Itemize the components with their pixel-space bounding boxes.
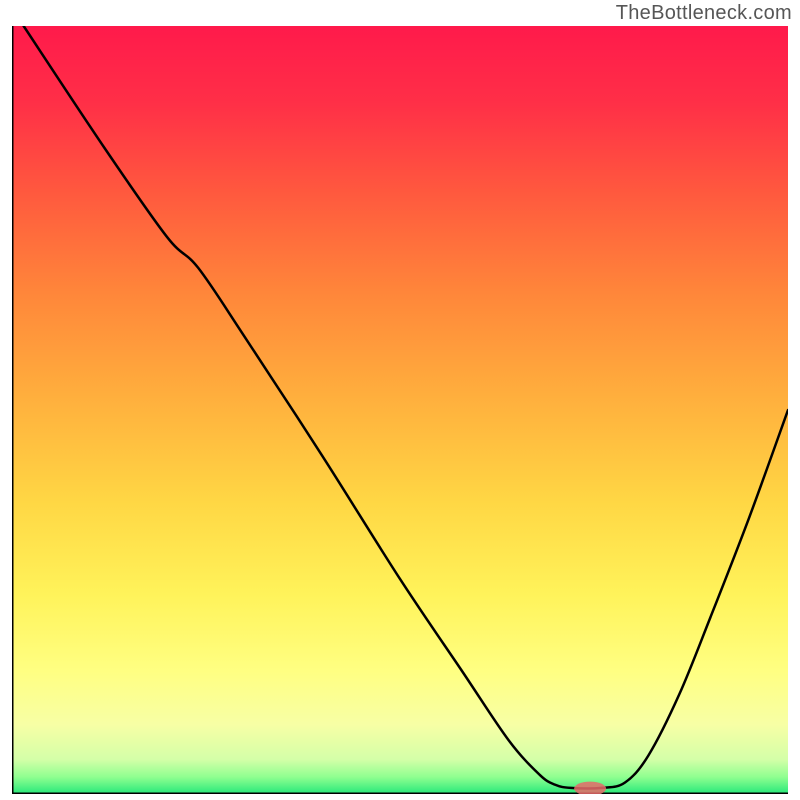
gradient-background [12,26,788,794]
watermark-text: TheBottleneck.com [616,2,792,25]
plot-area [12,26,788,794]
chart-svg [12,26,788,794]
chart-container: TheBottleneck.com [0,0,800,800]
